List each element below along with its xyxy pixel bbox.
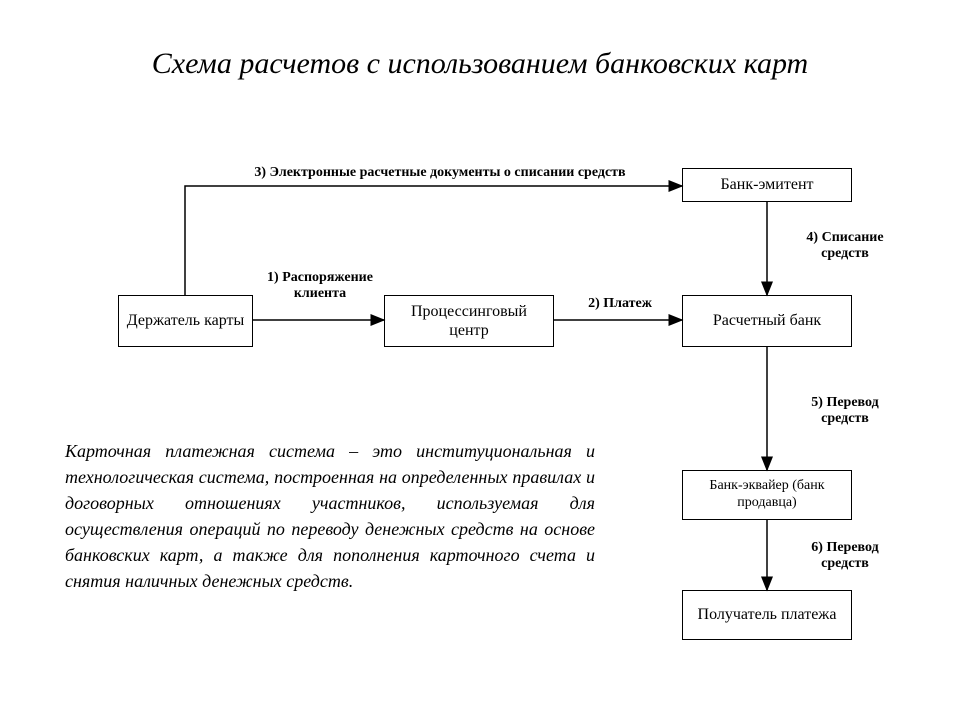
definition-text: Карточная платежная система – это инстит…	[65, 438, 595, 595]
node-settlement-bank: Расчетный банк	[682, 295, 852, 347]
slide-title: Схема расчетов с использованием банковск…	[0, 45, 960, 83]
node-label: Держатель карты	[127, 311, 245, 330]
edge-label-6: 6) Перевод средств	[790, 540, 900, 572]
node-cardholder: Держатель карты	[118, 295, 253, 347]
node-label: Процессинговый центр	[391, 302, 547, 340]
node-bank-acquirer: Банк-эквайер (банк продавца)	[682, 470, 852, 520]
node-payee: Получатель платежа	[682, 590, 852, 640]
edge-label-1: 1) Распоряжение клиента	[260, 270, 380, 302]
node-label: Банк-эквайер (банк продавца)	[689, 478, 845, 512]
node-label: Банк-эмитент	[720, 175, 813, 194]
edge-label-2: 2) Платеж	[565, 296, 675, 312]
node-processing-center: Процессинговый центр	[384, 295, 554, 347]
node-label: Получатель платежа	[698, 605, 837, 624]
edge-label-4: 4) Списание средств	[790, 230, 900, 262]
node-label: Расчетный банк	[713, 311, 821, 330]
node-bank-issuer: Банк-эмитент	[682, 168, 852, 202]
edge-label-3: 3) Электронные расчетные документы о спи…	[210, 165, 670, 181]
edge-label-5: 5) Перевод средств	[790, 395, 900, 427]
